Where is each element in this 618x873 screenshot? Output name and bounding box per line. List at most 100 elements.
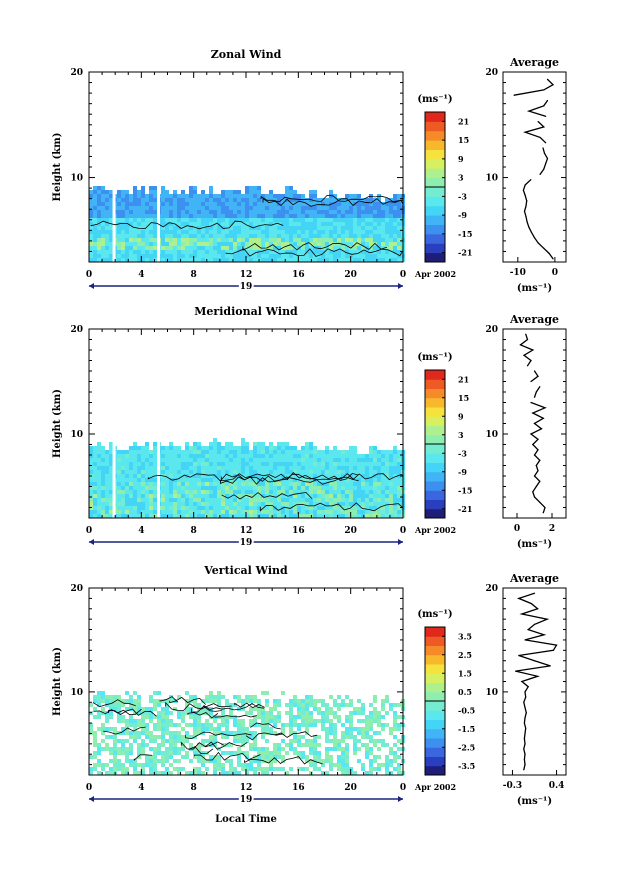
heatmap-cell: [225, 727, 229, 731]
heatmap-cell: [209, 234, 213, 238]
heatmap-cell: [113, 751, 117, 755]
heatmap-cell: [125, 474, 129, 478]
heatmap-cell: [397, 454, 401, 458]
heatmap-cell: [181, 454, 185, 458]
heatmap-cell: [245, 206, 249, 210]
heatmap-cell: [353, 470, 357, 474]
heatmap-cell: [237, 759, 241, 763]
heatmap-cell: [241, 226, 245, 230]
heatmap-cell: [377, 731, 381, 735]
heatmap-cell: [221, 242, 225, 246]
heatmap-cell: [253, 450, 257, 454]
heatmap-cell: [321, 486, 325, 490]
panel-title: Zonal Wind: [211, 48, 282, 61]
heatmap-cell: [145, 711, 149, 715]
heatmap-cell: [213, 458, 217, 462]
heatmap-cell: [357, 194, 361, 198]
heatmap-cell: [141, 230, 145, 234]
heatmap-cell: [109, 747, 113, 751]
heatmap-cell: [169, 258, 173, 262]
heatmap-cell: [237, 719, 241, 723]
heatmap-cell: [97, 470, 101, 474]
heatmap-cell: [305, 198, 309, 202]
heatmap-cell: [301, 238, 305, 242]
heatmap-cell: [153, 767, 157, 771]
heatmap-cell: [229, 703, 233, 707]
heatmap-cell: [261, 462, 265, 466]
heatmap-cell: [193, 226, 197, 230]
heatmap-cell: [373, 230, 377, 234]
heatmap-cell: [149, 731, 153, 735]
heatmap-cell: [177, 254, 181, 258]
heatmap-cell: [193, 767, 197, 771]
heatmap-cell: [185, 691, 189, 695]
heatmap-cell: [105, 470, 109, 474]
heatmap-cell: [221, 234, 225, 238]
heatmap-cell: [89, 755, 93, 759]
heatmap-cell: [157, 759, 161, 763]
heatmap-cell: [333, 246, 337, 250]
heatmap-cell: [265, 494, 269, 498]
heatmap-cell: [273, 478, 277, 482]
heatmap-cell: [321, 490, 325, 494]
heatmap-cell: [357, 478, 361, 482]
heatmap-cell: [329, 498, 333, 502]
heatmap-cell: [165, 206, 169, 210]
heatmap-cell: [385, 771, 389, 775]
heatmap-cell: [141, 258, 145, 262]
heatmap-cell: [217, 510, 221, 514]
heatmap-cell: [353, 494, 357, 498]
heatmap-cell: [189, 454, 193, 458]
heatmap-cell: [101, 691, 105, 695]
heatmap-cell: [213, 759, 217, 763]
heatmap-cell: [385, 711, 389, 715]
heatmap-cell: [309, 695, 313, 699]
heatmap-cell: [293, 458, 297, 462]
heatmap-cell: [185, 506, 189, 510]
heatmap-cell: [213, 486, 217, 490]
profile-point: [537, 242, 539, 244]
heatmap-cell: [137, 747, 141, 751]
heatmap-cell: [201, 759, 205, 763]
heatmap-cell: [281, 747, 285, 751]
heatmap-cell: [241, 458, 245, 462]
heatmap-cell: [109, 767, 113, 771]
heatmap-cell: [137, 194, 141, 198]
heatmap-cell: [121, 242, 125, 246]
heatmap-cell: [217, 691, 221, 695]
heatmap-cell: [125, 502, 129, 506]
heatmap-cell: [217, 218, 221, 222]
heatmap-cell: [193, 218, 197, 222]
heatmap-cell: [181, 755, 185, 759]
heatmap-cell: [389, 498, 393, 502]
heatmap-cell: [89, 234, 93, 238]
heatmap-cell: [241, 218, 245, 222]
heatmap-cell: [317, 494, 321, 498]
heatmap-cell: [233, 218, 237, 222]
colorbar-swatch: [425, 636, 445, 646]
heatmap-cell: [261, 498, 265, 502]
heatmap-cell: [393, 514, 397, 518]
colorbar-tick-label: -15: [458, 485, 472, 495]
heatmap-cell: [165, 719, 169, 723]
heatmap-cell: [285, 218, 289, 222]
heatmap-cell: [385, 246, 389, 250]
heatmap-cell: [93, 258, 97, 262]
heatmap-cell: [293, 446, 297, 450]
heatmap-cell: [257, 238, 261, 242]
heatmap-cell: [385, 478, 389, 482]
heatmap-cell: [333, 747, 337, 751]
heatmap-cell: [109, 214, 113, 218]
heatmap-cell: [161, 194, 165, 198]
heatmap-cell: [129, 242, 133, 246]
heatmap-cell: [273, 226, 277, 230]
heatmap-cell: [149, 498, 153, 502]
heatmap-cell: [293, 462, 297, 466]
heatmap-cell: [333, 198, 337, 202]
heatmap-cell: [217, 763, 221, 767]
heatmap-cell: [197, 510, 201, 514]
heatmap-cell: [169, 494, 173, 498]
heatmap-cell: [301, 454, 305, 458]
heatmap-cell: [149, 238, 153, 242]
heatmap-cell: [241, 446, 245, 450]
